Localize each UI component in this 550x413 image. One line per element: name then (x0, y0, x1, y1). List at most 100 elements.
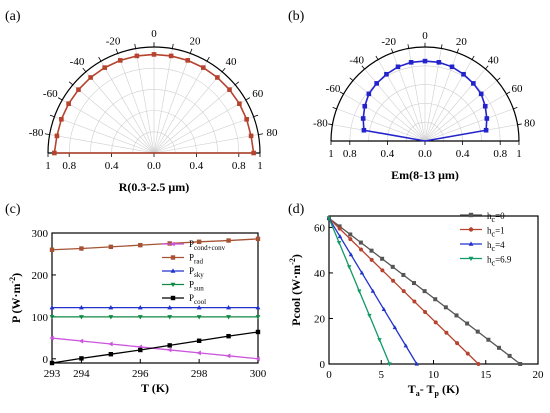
x-tick-label: 10 (428, 369, 440, 381)
data-point (226, 238, 231, 243)
data-point (76, 87, 81, 92)
angle-tick (513, 107, 518, 110)
legend-label: Pcond+conv (189, 239, 226, 252)
angle-spoke (352, 80, 426, 142)
angle-tick (221, 67, 226, 73)
radial-tick-label: 0.0 (147, 160, 161, 172)
data-point (401, 272, 406, 277)
y-axis-label: P (W·m-2) (8, 273, 23, 323)
angle-spoke (343, 93, 426, 142)
polar-panel-0: (a) -80 -60 -40 -20 0 20 40 60 80 1 0.8 0.4 0.0 0.4 0.8… (5, 9, 278, 194)
angle-tick-label: -20 (106, 35, 121, 47)
y-tick-label: 200 (32, 270, 49, 282)
angle-tick (68, 81, 74, 86)
data-point (167, 305, 173, 310)
data-point (359, 247, 364, 252)
angle-tick-label: -60 (326, 83, 341, 95)
data-point (496, 345, 501, 350)
data-point (251, 150, 256, 156)
data-point (436, 60, 442, 65)
data-point (326, 216, 332, 221)
angle-tick-label: 20 (189, 35, 201, 47)
data-point (255, 236, 261, 242)
angle-spoke (85, 71, 155, 154)
angle-tick-label: 80 (266, 127, 278, 139)
series-line (51, 337, 259, 360)
angle-spoke (364, 68, 426, 142)
data-point (237, 101, 242, 107)
x-tick-label: 296 (132, 368, 149, 380)
angle-spoke (153, 61, 208, 154)
y-tick-label: 20 (314, 313, 326, 325)
data-point (381, 306, 387, 311)
data-point (196, 338, 202, 343)
panel-tag: (a) (5, 9, 21, 24)
x-tick-label: 300 (250, 368, 267, 380)
data-point (357, 289, 362, 294)
data-point (433, 320, 438, 325)
data-point (137, 305, 143, 310)
y-axis-label: Pcool (W·m-2) (288, 254, 303, 326)
data-point (395, 64, 401, 70)
radial-tick-label: 0.8 (62, 160, 76, 172)
y-tick-label: 100 (32, 312, 49, 324)
data-point (108, 341, 113, 347)
angle-spoke (153, 99, 246, 154)
x-axis-label: Ta- Tp (K) (408, 382, 460, 398)
y-tick-label: 0 (43, 354, 49, 366)
angle-tick (44, 133, 50, 135)
data-point (49, 305, 55, 310)
angle-tick (82, 67, 87, 73)
data-point (151, 52, 157, 57)
panel-tag: (d) (288, 202, 305, 217)
data-point (108, 351, 114, 357)
data-point (423, 309, 428, 314)
data-point (244, 116, 249, 122)
angle-spoke (72, 84, 155, 154)
angle-spoke (49, 134, 155, 154)
angle-tick (57, 97, 63, 101)
data-point (167, 315, 173, 320)
data-point (484, 116, 490, 121)
polar-panel-1: (b) -80 -60 -40 -20 0 20 40 60 80 1 0.8 0.4 0.0 0.4 0.8… (288, 9, 536, 182)
radial-tick-label: 1 (328, 148, 334, 160)
data-point (196, 315, 202, 320)
data-point (486, 337, 491, 342)
legend-marker (468, 241, 474, 246)
data-point (369, 257, 374, 262)
radial-tick-label: 0.8 (232, 160, 246, 172)
legend-marker (170, 295, 176, 301)
data-point (117, 58, 123, 63)
radial-tick-label: 0.8 (493, 148, 507, 160)
x-tick-label: 5 (379, 369, 385, 381)
data-point (79, 246, 84, 251)
data-point (337, 226, 342, 231)
legend-label: hc=1 (487, 226, 505, 239)
data-point (79, 315, 84, 320)
y-tick-label: 0 (320, 359, 326, 371)
angle-tick (456, 48, 459, 53)
x-tick-label: 0 (326, 369, 332, 381)
data-point (52, 150, 57, 156)
angle-tick (407, 44, 410, 49)
data-point (196, 239, 202, 245)
angle-tick (517, 123, 522, 126)
data-point (483, 127, 489, 133)
data-point (387, 362, 392, 367)
data-point (390, 264, 395, 269)
data-point (49, 335, 54, 341)
angle-tick (391, 48, 394, 53)
series-line (51, 238, 259, 251)
angle-spoke (100, 61, 155, 154)
data-point (414, 361, 419, 366)
data-point (108, 305, 114, 310)
legend-label: hc=4 (487, 240, 505, 253)
data-point (367, 313, 372, 318)
radial-tick-label: 0.4 (105, 160, 119, 172)
angle-tick (349, 77, 354, 81)
data-point (138, 242, 143, 248)
data-point (392, 325, 398, 330)
data-point (49, 360, 55, 366)
angle-tick (206, 56, 210, 62)
data-point (255, 315, 261, 320)
